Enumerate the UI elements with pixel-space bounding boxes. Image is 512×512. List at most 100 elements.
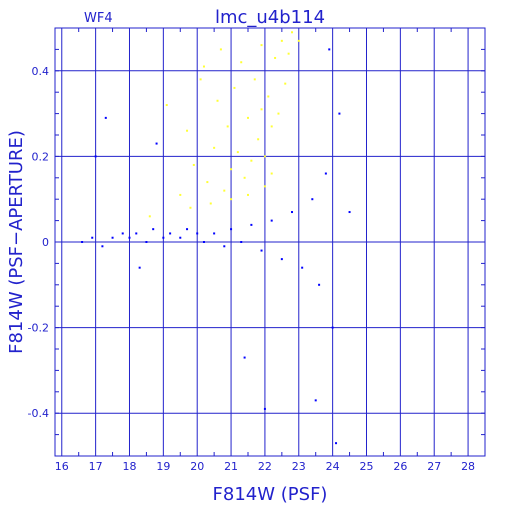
data-point xyxy=(169,232,172,235)
data-point xyxy=(263,407,266,410)
data-point xyxy=(236,151,239,154)
data-point xyxy=(240,61,243,64)
data-point xyxy=(226,125,229,128)
data-point xyxy=(202,241,205,243)
data-point xyxy=(121,232,124,235)
chart-subtitle: WF4 xyxy=(84,11,113,26)
data-point xyxy=(260,108,263,111)
data-point xyxy=(280,39,283,42)
data-point xyxy=(260,249,263,252)
data-point xyxy=(331,326,334,329)
data-point xyxy=(260,44,263,47)
data-point xyxy=(274,56,277,59)
data-point xyxy=(186,129,189,132)
x-tick-label: 17 xyxy=(89,460,103,473)
data-point xyxy=(206,181,209,184)
data-point xyxy=(243,176,246,179)
data-point xyxy=(196,232,199,235)
data-point xyxy=(216,99,219,102)
data-point xyxy=(104,116,107,119)
data-point xyxy=(219,48,222,51)
data-point xyxy=(301,266,304,269)
data-point xyxy=(155,142,158,145)
y-tick-label: -0.2 xyxy=(28,322,49,335)
y-axis-label: F814W (PSF−APERTURE) xyxy=(6,130,27,354)
data-point xyxy=(101,245,104,248)
data-point xyxy=(199,78,202,81)
data-point xyxy=(165,104,168,107)
data-point xyxy=(246,193,249,196)
data-point xyxy=(233,86,236,89)
data-point xyxy=(230,228,233,231)
data-point xyxy=(257,138,260,141)
x-axis-label: F814W (PSF) xyxy=(213,484,328,505)
data-point xyxy=(179,236,182,239)
data-point xyxy=(138,266,141,269)
x-tick-label: 24 xyxy=(326,460,340,473)
data-point xyxy=(230,168,233,171)
data-point xyxy=(128,236,131,239)
x-tick-label: 22 xyxy=(258,460,272,473)
data-point xyxy=(145,241,148,243)
y-tick-labels: -0.4 -0.2 0 0.2 0.4 xyxy=(28,65,49,420)
data-point xyxy=(230,198,233,201)
data-point xyxy=(213,146,216,149)
data-point xyxy=(270,125,273,128)
chart-title: lmc_u4b114 xyxy=(215,7,325,28)
data-point xyxy=(338,112,341,115)
data-point xyxy=(246,116,249,119)
x-tick-label: 26 xyxy=(393,460,407,473)
data-point xyxy=(243,356,246,359)
data-point xyxy=(162,236,165,239)
data-point xyxy=(186,228,189,231)
data-point xyxy=(94,155,97,158)
x-tick-labels: 16 17 18 19 20 21 22 23 24 25 26 27 28 xyxy=(55,460,475,473)
data-point xyxy=(81,241,84,243)
data-point xyxy=(291,31,294,34)
data-point xyxy=(291,211,294,214)
data-point xyxy=(179,193,182,196)
data-point xyxy=(209,202,212,205)
data-point xyxy=(348,211,351,214)
x-tick-label: 23 xyxy=(292,460,306,473)
data-point xyxy=(91,236,94,239)
axis-ticks xyxy=(55,27,486,457)
yellow-points-series xyxy=(148,31,300,218)
data-point xyxy=(213,232,216,235)
data-point xyxy=(223,189,226,192)
data-point xyxy=(240,241,243,243)
x-tick-label: 16 xyxy=(55,460,69,473)
data-point xyxy=(267,95,270,98)
data-point xyxy=(284,82,287,85)
data-point xyxy=(148,215,151,218)
data-point xyxy=(287,52,290,55)
data-point xyxy=(152,228,155,231)
data-point xyxy=(253,78,256,81)
x-tick-label: 28 xyxy=(461,460,475,473)
data-point xyxy=(263,155,266,158)
data-point xyxy=(189,206,192,209)
data-point xyxy=(111,236,114,239)
y-tick-label: -0.4 xyxy=(28,407,49,420)
data-point xyxy=(297,39,300,42)
y-tick-label: 0.4 xyxy=(32,65,50,78)
x-tick-label: 21 xyxy=(224,460,238,473)
data-point xyxy=(135,232,138,235)
x-tick-label: 27 xyxy=(427,460,441,473)
grid-lines xyxy=(55,28,485,456)
data-point xyxy=(328,48,331,51)
data-point xyxy=(318,283,321,286)
data-point xyxy=(277,112,280,115)
x-tick-label: 25 xyxy=(359,460,373,473)
data-point xyxy=(263,185,266,188)
data-point xyxy=(324,172,327,175)
x-tick-label: 18 xyxy=(122,460,136,473)
data-point xyxy=(192,163,195,166)
blue-points-series xyxy=(81,48,351,445)
data-point xyxy=(314,399,317,402)
data-point xyxy=(280,258,283,261)
data-point xyxy=(335,442,338,445)
data-point xyxy=(311,198,314,201)
x-tick-label: 20 xyxy=(190,460,204,473)
